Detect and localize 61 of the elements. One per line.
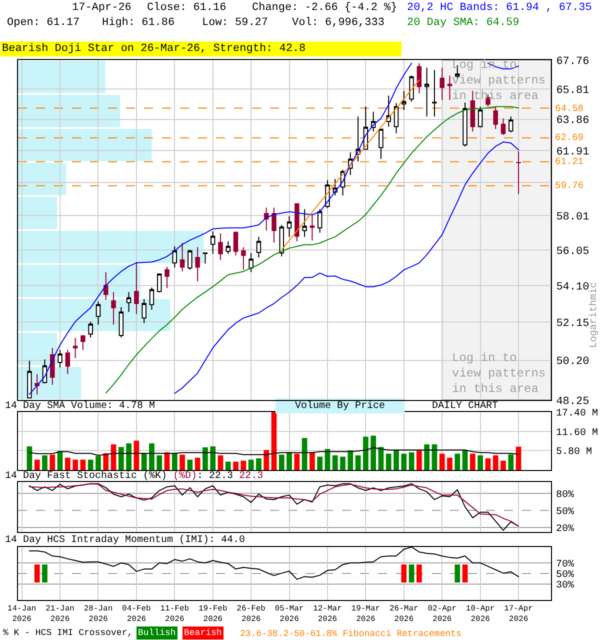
y-tick-label: 50%: [556, 506, 574, 518]
y-tick-label: 80%: [556, 490, 574, 501]
y-tick-label: 63.86: [556, 115, 590, 128]
y-tick-label: 50.20: [556, 356, 590, 368]
y-tick-label: 30%: [556, 580, 574, 592]
text: 20 Day SMA: 64.59: [407, 17, 520, 29]
annotation: Volume By Price: [294, 400, 386, 412]
ref-line-label: 59.76: [555, 180, 584, 191]
y-tick-label: 50%: [556, 570, 574, 581]
text: Open: 61.17: [7, 17, 80, 29]
text: Bearish Doji Star on 26-Mar-26, Strength: 42.8: [2, 43, 306, 55]
text: Change: -2.66 {-4.2 %}: [252, 2, 398, 14]
x-tick-label: 21-Jan 2026: [46, 604, 75, 624]
y-tick-label: 11.60 M: [556, 428, 598, 439]
annotation: DAILY CHART: [432, 401, 498, 412]
x-tick-label: 14-Jan 2026: [7, 604, 36, 624]
y-tick-label: 54.10: [556, 281, 590, 294]
text: Low: 59.27: [202, 17, 268, 29]
x-tick-label: 19-Mar 2026: [351, 604, 380, 624]
series-label: (%D): [173, 470, 198, 482]
x-tick-label: 19-Feb 2026: [198, 604, 228, 624]
x-tick-label: 26-Feb 2026: [236, 604, 266, 624]
y-tick-label: 56.05: [556, 246, 590, 258]
x-tick-label: 11-Feb 2026: [160, 604, 190, 624]
y-tick-label: 61.91: [556, 146, 590, 158]
y-axis-title: Logarithmic: [588, 282, 600, 348]
text: 20,2 HC Bands: 61.94 , 67.35: [407, 2, 592, 14]
text: Close: 61.16: [147, 2, 226, 14]
text: 23.6-38.2-50-61.8% Fibonacci Retracements: [240, 629, 462, 639]
chart-title: 14 Day HCS Intraday Momentum (IMI): 44.0: [5, 534, 246, 546]
ref-line-label: 61.21: [555, 156, 584, 167]
y-tick-label: 70%: [556, 559, 574, 570]
x-tick-label: 10-Apr 2026: [466, 604, 495, 624]
text: : 22.3: [197, 471, 234, 482]
y-tick-label: 17.40 M: [556, 408, 598, 420]
y-tick-label: 20%: [556, 524, 574, 535]
x-tick-label: 05-Mar 2026: [274, 604, 304, 624]
x-tick-label: 12-Mar 2026: [313, 604, 342, 624]
y-tick-label: 48.25: [556, 396, 590, 408]
legend-title: % K - HCS IMI Crossover,: [3, 628, 133, 638]
x-tick-label: 04-Feb 2026: [122, 604, 152, 624]
chart-title: 14 Day Fast Stochastic (%K): [5, 471, 168, 482]
ref-line-label: 64.58: [555, 103, 584, 114]
y-tick-label: 5.80 M: [556, 447, 592, 458]
y-tick-label: 58.01: [556, 211, 590, 224]
text: Bearish: [184, 628, 222, 638]
x-tick-label: 28-Jan 2026: [84, 604, 113, 624]
y-tick-label: 52.15: [556, 318, 590, 330]
text: Vol: 6,996,333: [292, 17, 384, 29]
y-tick-label: 67.76: [556, 56, 590, 68]
text: 22.3: [239, 471, 264, 482]
ref-line-label: 62.69: [555, 132, 584, 143]
y-tick-label: 65.81: [556, 85, 590, 98]
x-tick-label: 17-Apr 2026: [504, 604, 534, 624]
chart-title: 14 Day SMA Volume: 4.78 M: [5, 400, 156, 412]
x-tick-label: 02-Apr 2026: [428, 604, 457, 624]
x-tick-label: 26-Mar 2026: [389, 604, 418, 624]
text: 17-Apr-26: [72, 2, 132, 14]
text: High: 61.86: [102, 17, 175, 29]
text: Bullish: [138, 628, 176, 638]
annotation: Log in to view patterns in this area: [452, 351, 546, 396]
